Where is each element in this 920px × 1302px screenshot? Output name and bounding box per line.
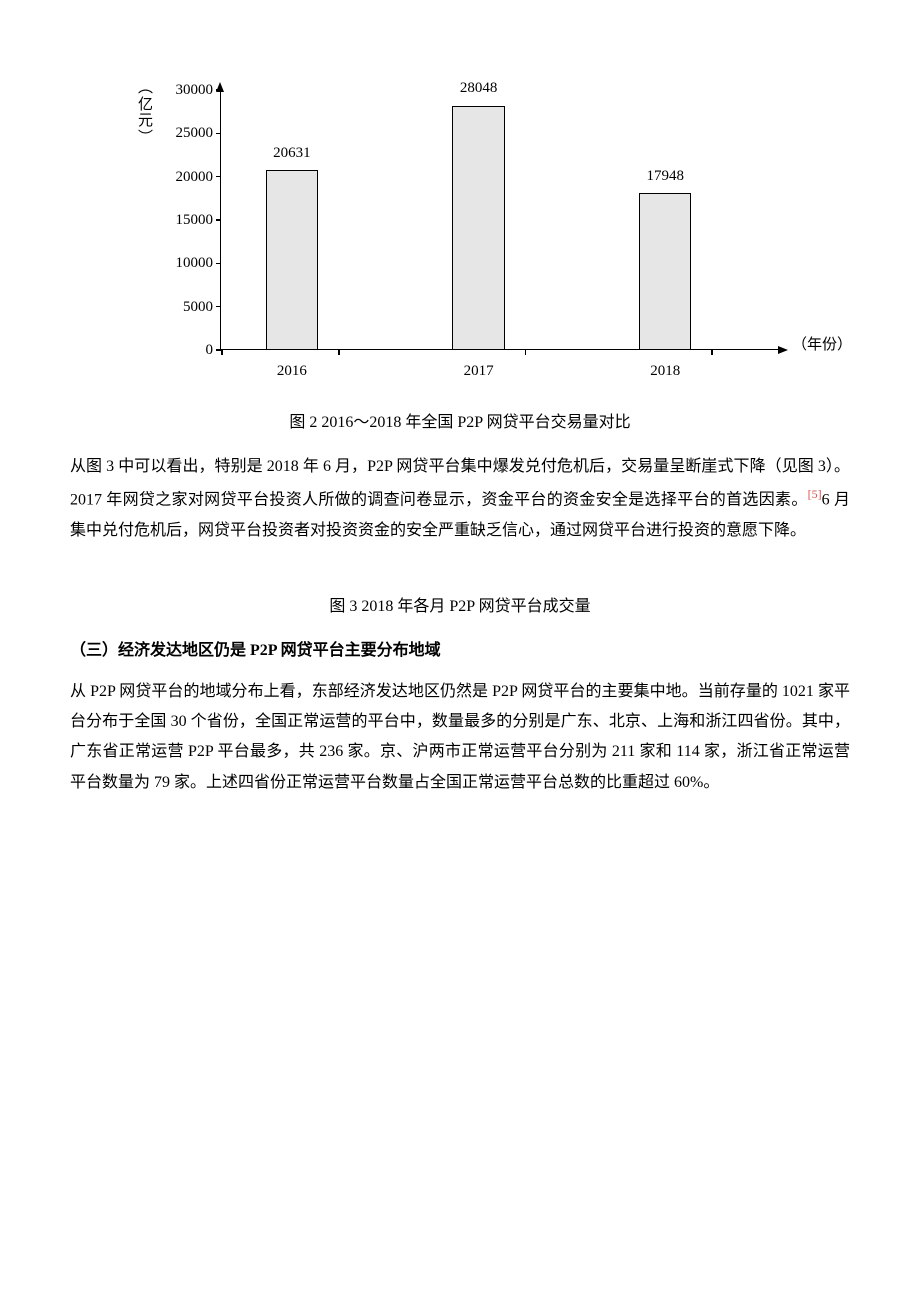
section-heading-3: （三）经济发达地区仍是 P2P 网贷平台主要分布地域 bbox=[70, 636, 850, 666]
y-tick-mark bbox=[216, 176, 221, 178]
bar-value-label: 17948 bbox=[647, 162, 685, 191]
y-tick-label: 20000 bbox=[161, 162, 221, 191]
y-tick-mark bbox=[216, 89, 221, 91]
figure-3-caption: 图 3 2018 年各月 P2P 网贷平台成交量 bbox=[70, 592, 850, 622]
y-tick-mark bbox=[216, 306, 221, 308]
bar: 17948 bbox=[639, 193, 691, 349]
x-axis-arrow bbox=[778, 346, 788, 354]
figure-2-caption: 图 2 2016～2018 年全国 P2P 网贷平台交易量对比 bbox=[70, 408, 850, 438]
chart-plot-area: （年份） 05000100001500020000250003000020631… bbox=[220, 90, 780, 350]
x-tick-label: 2016 bbox=[277, 357, 307, 386]
y-tick-label: 30000 bbox=[161, 76, 221, 105]
x-axis-unit-label: （年份） bbox=[792, 331, 852, 360]
y-axis-unit-label: ︵亿元︶ bbox=[138, 80, 153, 146]
x-tick-label: 2018 bbox=[650, 357, 680, 386]
y-tick-mark bbox=[216, 219, 221, 221]
spacer bbox=[70, 546, 850, 574]
x-tick-label: 2017 bbox=[464, 357, 494, 386]
x-tick-mark bbox=[525, 349, 527, 355]
y-tick-label: 15000 bbox=[161, 206, 221, 235]
bar-value-label: 28048 bbox=[460, 74, 498, 103]
bar-chart-fig2: ︵亿元︶ （年份） 050001000015000200002500030000… bbox=[120, 80, 800, 390]
paragraph-1: 从图 3 中可以看出，特别是 2018 年 6 月，P2P 网贷平台集中爆发兑付… bbox=[70, 452, 850, 546]
y-tick-label: 25000 bbox=[161, 119, 221, 148]
para1-text-a: 从图 3 中可以看出，特别是 2018 年 6 月，P2P 网贷平台集中爆发兑付… bbox=[70, 458, 850, 508]
x-tick-mark bbox=[338, 349, 340, 355]
bar: 28048 bbox=[452, 106, 504, 349]
y-tick-label: 0 bbox=[161, 336, 221, 365]
citation-5: [5] bbox=[808, 487, 822, 501]
y-tick-mark bbox=[216, 263, 221, 265]
x-tick-mark bbox=[711, 349, 713, 355]
bar-value-label: 20631 bbox=[273, 139, 311, 168]
x-tick-mark bbox=[221, 349, 223, 355]
y-tick-label: 5000 bbox=[161, 292, 221, 321]
y-tick-mark bbox=[216, 133, 221, 135]
bar: 20631 bbox=[266, 170, 318, 349]
y-tick-label: 10000 bbox=[161, 249, 221, 278]
paragraph-2: 从 P2P 网贷平台的地域分布上看，东部经济发达地区仍然是 P2P 网贷平台的主… bbox=[70, 677, 850, 799]
